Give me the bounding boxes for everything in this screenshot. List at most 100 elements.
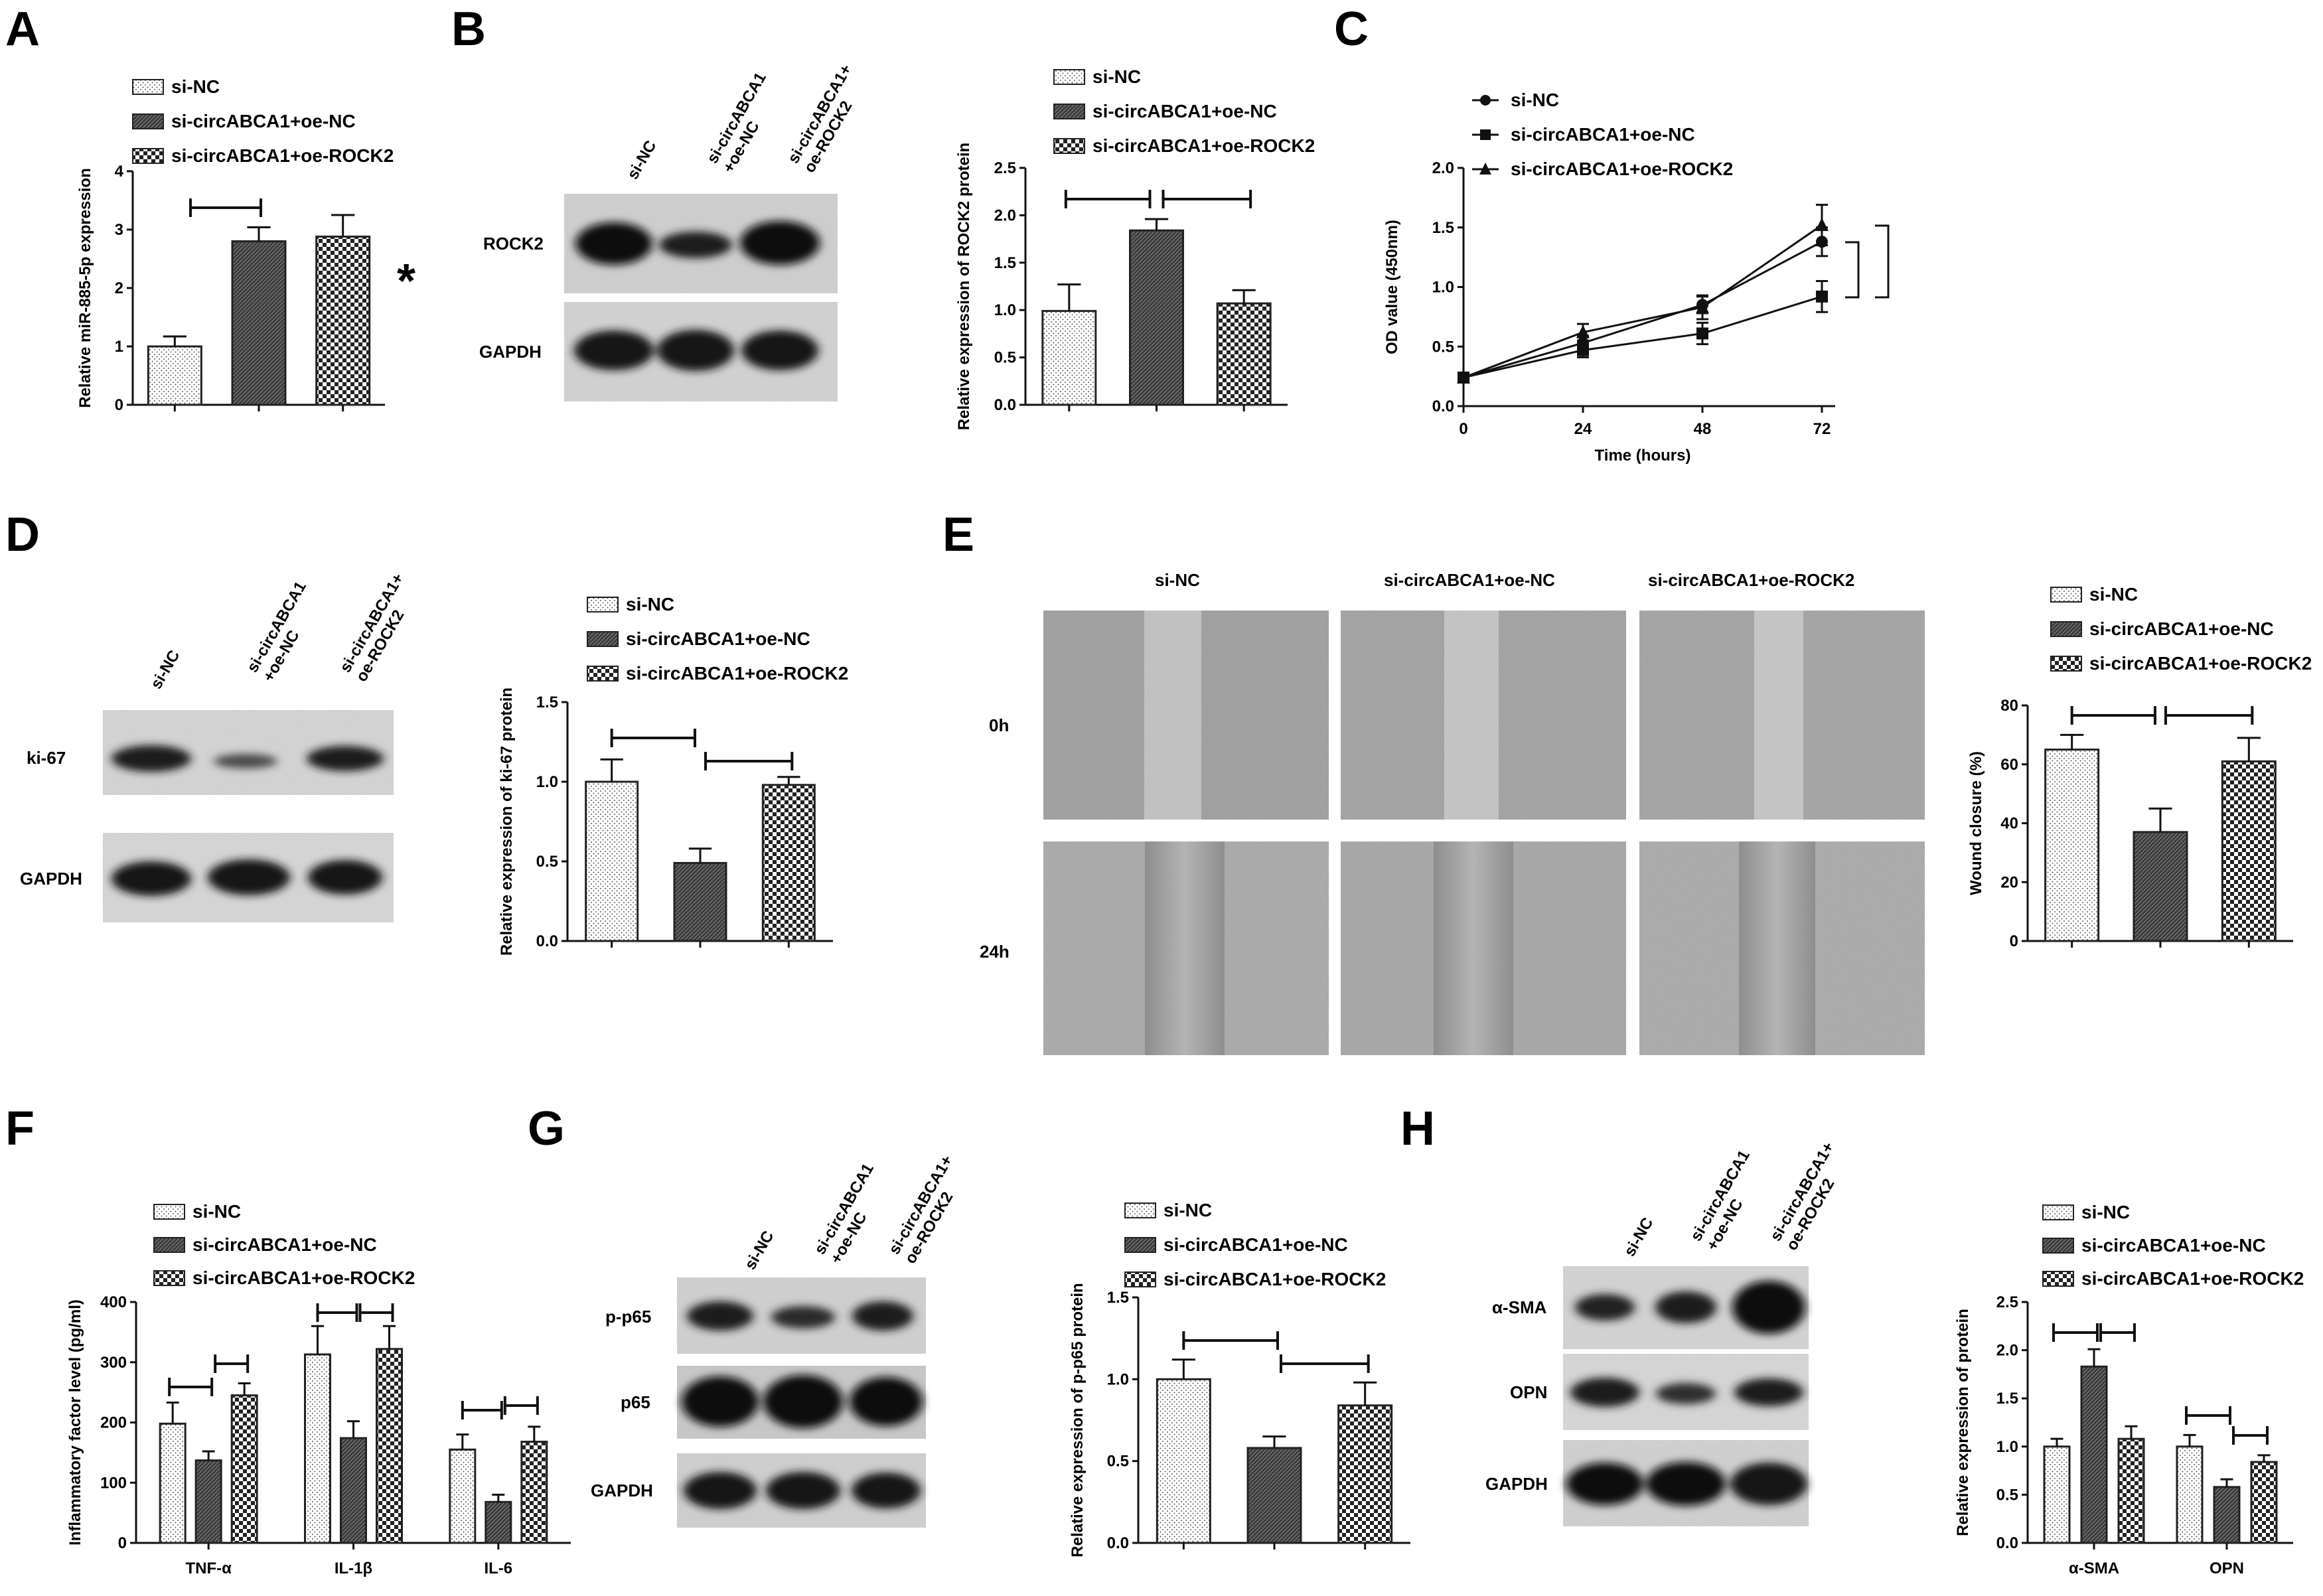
marker-circle — [1480, 95, 1491, 106]
bar-si-circabca1-oe-rock2 — [2221, 760, 2277, 942]
legend-swatch — [2042, 1238, 2074, 1254]
bar-si-circabca1-oe-rock2 — [315, 236, 371, 406]
lane-label-si-nc: si-NC — [1621, 1214, 1657, 1260]
legend-label-si-nc: si-NC — [2081, 1202, 2130, 1222]
legend-swatch — [587, 666, 619, 682]
blot-label-opn: OPN — [1510, 1382, 1547, 1402]
significance-star: * — [397, 255, 415, 308]
chart-F: 0 100 200 300 400 Inflammatory factor level (… — [66, 1201, 571, 1577]
bar-si-circabca1-oe-rock2-sma — [2117, 1437, 2145, 1544]
y-tick-label: 80 — [2000, 697, 2018, 715]
legend-swatch — [587, 597, 619, 613]
y-tick-label: 2.0 — [1996, 1342, 2018, 1360]
wound-row-0h: 0h — [989, 715, 1009, 735]
chart-D: 0.0 0.5 1.0 1.5 Relative expression of ki-67… — [498, 594, 848, 956]
marker-triangle — [1696, 300, 1709, 314]
y-tick-label: 1.5 — [1996, 1390, 2018, 1408]
y-tick-label: 0.5 — [536, 853, 558, 871]
bar-si-circabca1-oe-rock2-opn — [2250, 1461, 2278, 1544]
x-axis-label: Time (hours) — [1595, 447, 1691, 465]
legend-swatch — [587, 631, 619, 647]
legend-swatch — [1053, 104, 1085, 119]
y-tick-label: 20 — [2000, 873, 2018, 891]
legend-swatch — [1124, 1237, 1156, 1253]
blot-label-p-p65: p-p65 — [605, 1307, 651, 1327]
bar-si-circabca1-oe-rock2-il-6 — [520, 1441, 548, 1544]
y-axis-label: Relative expression of ROCK2 protein — [955, 143, 973, 430]
y-tick-label: 200 — [100, 1414, 127, 1432]
y-tick-label: 0 — [115, 396, 123, 414]
bar-si-nc — [1041, 310, 1097, 406]
marker-triangle — [1479, 163, 1491, 175]
y-axis-label: Inflammatory factor level (pg/ml) — [66, 1299, 84, 1546]
bar-si-nc — [147, 345, 202, 406]
legend-label-si-circabca1-oe-nc: si-circABCA1+oe-NC — [2089, 618, 2274, 639]
bar-si-circabca1-oe-nc — [1246, 1447, 1302, 1544]
legend-swatch — [153, 1204, 185, 1220]
lane-label-group2: si-circABCA1+oe-NC — [244, 579, 326, 685]
y-axis-label: Relative expression of ki-67 protein — [498, 688, 516, 956]
bar-si-nc — [585, 780, 639, 942]
legend-label-si-nc: si-NC — [626, 594, 674, 615]
y-tick-label: 1.5 — [536, 693, 558, 711]
legend-swatch — [2050, 587, 2082, 603]
series-line-si-nc — [1463, 240, 1823, 379]
y-tick-label: 1.0 — [536, 773, 558, 791]
legend-swatch — [1053, 138, 1085, 154]
y-tick-label: 1 — [115, 338, 123, 356]
legend-label-si-circabca1-oe-rock2: si-circABCA1+oe-ROCK2 — [2081, 1268, 2304, 1289]
legend-label-si-nc: si-NC — [1163, 1200, 1212, 1220]
bar-si-circabca1-oe-rock2 — [1216, 302, 1272, 406]
y-axis-label: Wound closure (%) — [1967, 751, 1985, 895]
legend-label-si-nc: si-NC — [171, 76, 220, 97]
significance-bracket — [1845, 241, 1860, 299]
y-tick-label: 0.0 — [1107, 1534, 1129, 1552]
marker-triangle — [1576, 325, 1590, 338]
bar-si-nc-opn — [2176, 1445, 2204, 1544]
marker-triangle — [1457, 370, 1470, 384]
x-tick-label: 48 — [1694, 420, 1712, 438]
legend-label-si-circabca1-oe-nc: si-circABCA1+oe-NC — [2081, 1235, 2266, 1256]
western-blot-D: si-NC si-circABCA1+oe-NC si-circABCA1+oe… — [20, 571, 408, 922]
legend-label-si-nc: si-NC — [2089, 584, 2138, 605]
legend-swatch — [132, 148, 164, 164]
panel-letter-G: G — [528, 1102, 565, 1155]
x-tick-label-sma: α-SMA — [2069, 1560, 2119, 1577]
y-tick-label: 1.0 — [1107, 1370, 1129, 1388]
y-tick-label: 40 — [2000, 815, 2018, 833]
y-tick-label: 2.0 — [994, 206, 1016, 224]
y-tick-label: 1.0 — [994, 301, 1016, 319]
blot-label-ki67: ki-67 — [27, 748, 66, 768]
legend-swatch — [1124, 1202, 1156, 1218]
bar-si-circabca1-oe-nc-sma — [2080, 1365, 2108, 1544]
marker-square — [1816, 290, 1828, 303]
bar-si-circabca1-oe-nc — [231, 240, 287, 406]
bar-si-circabca1-oe-nc — [2133, 831, 2188, 942]
x-tick-label: 0 — [1459, 420, 1467, 438]
legend-swatch — [2042, 1271, 2074, 1287]
y-tick-label: 0.0 — [1432, 398, 1454, 415]
bar-si-circabca1-oe-nc-il-1 — [340, 1437, 367, 1544]
blot-label-gapdh: GAPDH — [479, 342, 542, 362]
chart-C: 0.0 0.5 1.0 1.5 2.0 OD value (450nm) 0 24 48 72 Ti… — [1383, 90, 1890, 465]
y-tick-label: 2.5 — [994, 159, 1016, 177]
y-tick-label: 0.0 — [994, 396, 1016, 414]
y-tick-label: 0.5 — [994, 349, 1016, 367]
marker-square — [1480, 129, 1491, 140]
lane-label-group3: si-circABCA1+oe-ROCK2 — [1767, 1139, 1854, 1254]
panel-letter-A: A — [5, 3, 40, 56]
bar-si-circabca1-oe-nc-opn — [2213, 1486, 2241, 1544]
lane-label-si-nc: si-NC — [147, 647, 184, 692]
y-tick-label: 0.0 — [1996, 1534, 2018, 1552]
legend-label-si-circabca1-oe-nc: si-circABCA1+oe-NC — [171, 111, 356, 131]
bar-si-nc — [1156, 1378, 1211, 1544]
series-line-si-circabca1-oe-rock2 — [1463, 224, 1823, 379]
legend-label-si-circabca1-oe-rock2: si-circABCA1+oe-ROCK2 — [1092, 135, 1315, 156]
x-tick-label: 72 — [1813, 420, 1831, 438]
legend-swatch — [153, 1270, 185, 1286]
y-tick-label: 1.5 — [1432, 219, 1454, 237]
y-tick-label: 3 — [115, 221, 123, 239]
y-tick-label: 0 — [118, 1534, 127, 1552]
legend-label-si-nc: si-NC — [1511, 90, 1559, 110]
